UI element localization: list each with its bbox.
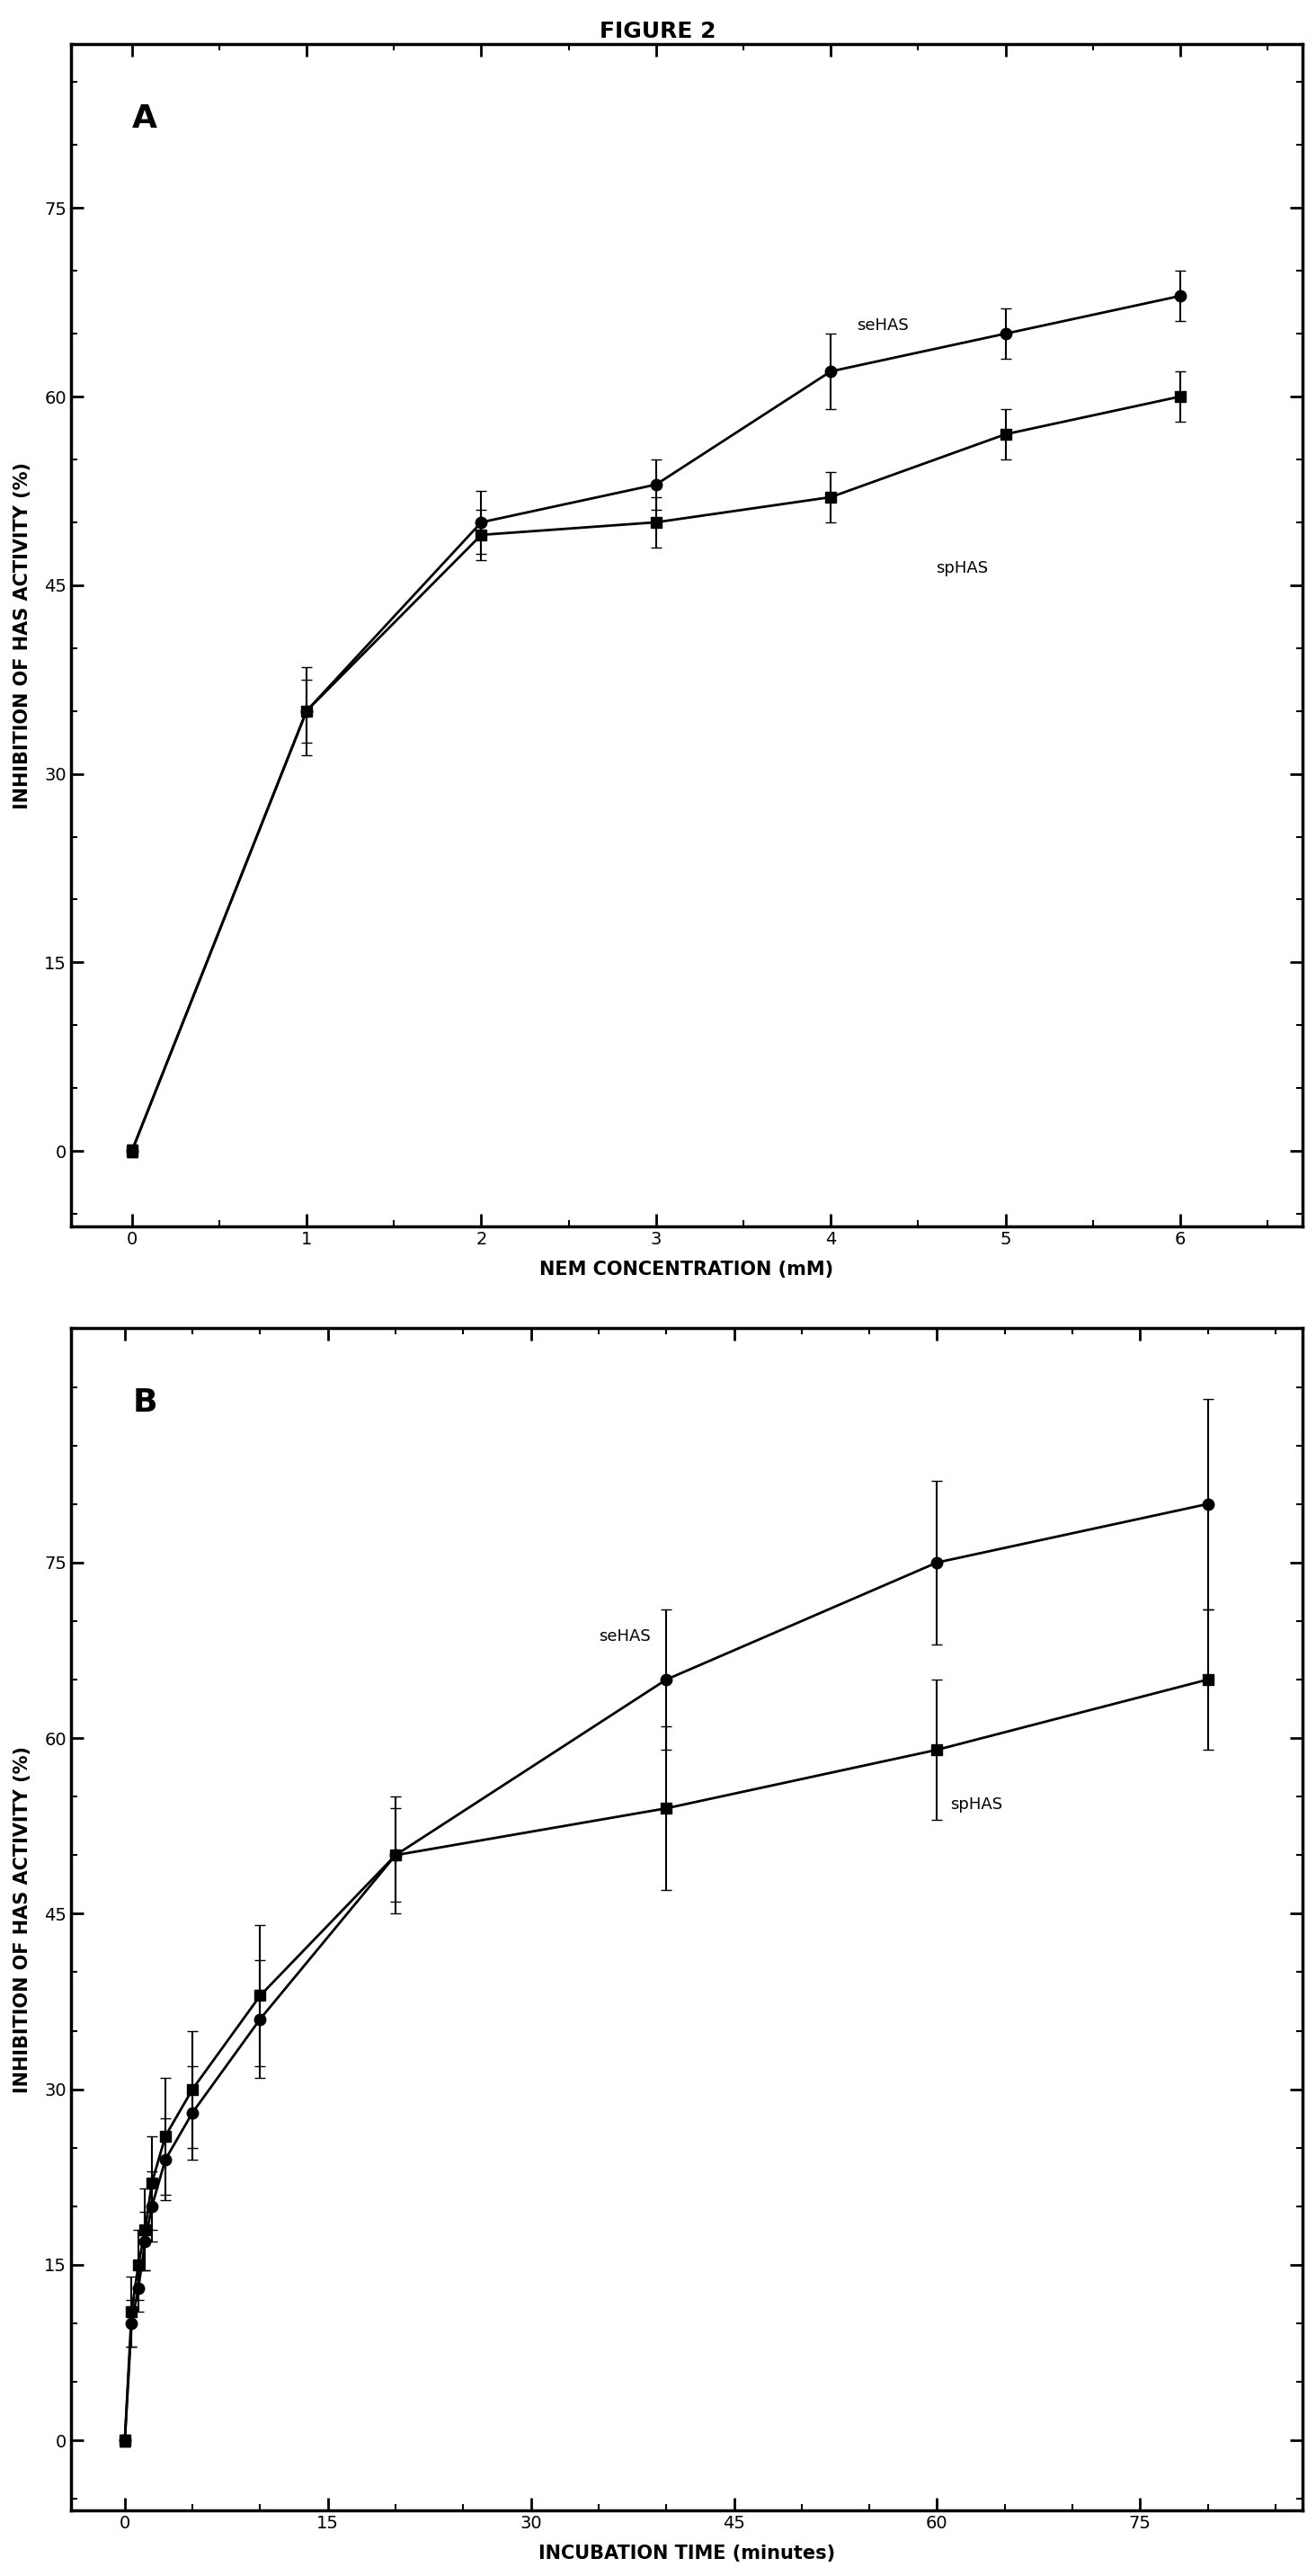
Text: A: A (133, 103, 158, 134)
Text: seHAS: seHAS (857, 317, 909, 335)
X-axis label: NEM CONCENTRATION (mM): NEM CONCENTRATION (mM) (540, 1260, 833, 1278)
Text: seHAS: seHAS (599, 1628, 650, 1643)
Y-axis label: INHIBITION OF HAS ACTIVITY (%): INHIBITION OF HAS ACTIVITY (%) (13, 1747, 32, 2094)
Text: FIGURE 2: FIGURE 2 (600, 21, 716, 41)
X-axis label: INCUBATION TIME (minutes): INCUBATION TIME (minutes) (538, 2545, 834, 2563)
Text: spHAS: spHAS (950, 1795, 1003, 1814)
Text: spHAS: spHAS (936, 559, 988, 577)
Y-axis label: INHIBITION OF HAS ACTIVITY (%): INHIBITION OF HAS ACTIVITY (%) (13, 461, 32, 809)
Text: B: B (133, 1388, 157, 1419)
